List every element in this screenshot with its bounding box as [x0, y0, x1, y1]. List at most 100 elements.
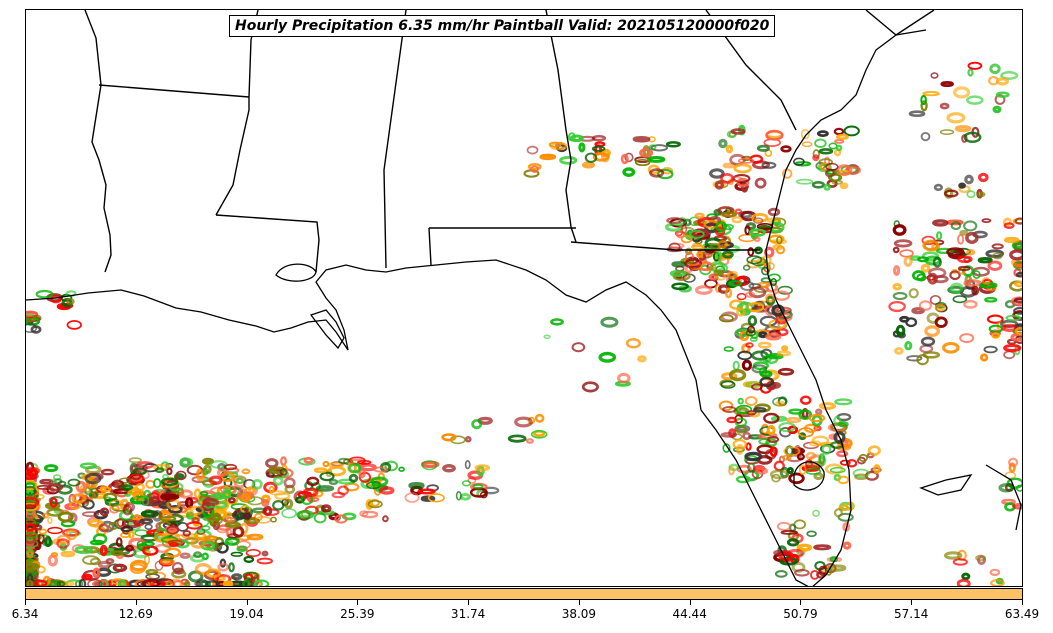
precip-blob: [118, 510, 134, 522]
precip-blob: [735, 426, 748, 434]
mississippi-delta: [309, 309, 345, 350]
precip-blob: [49, 497, 58, 508]
precip-blob: [718, 400, 734, 412]
precip-blob: [320, 504, 332, 513]
precip-blob: [472, 483, 484, 490]
precip-blob: [906, 355, 923, 362]
colorbar-tick: [25, 600, 26, 605]
precip-blob: [963, 279, 983, 288]
precip-blob: [665, 141, 681, 148]
precip-blob: [904, 341, 913, 351]
precip-blob: [1011, 241, 1022, 250]
precip-blob: [989, 63, 1001, 75]
precip-blob: [1013, 307, 1022, 315]
precip-blob: [689, 229, 705, 239]
precip-blob: [812, 154, 820, 162]
precip-blob: [839, 459, 851, 466]
precip-blob: [26, 485, 37, 497]
precip-blob: [950, 221, 962, 231]
precip-blob: [805, 451, 817, 460]
precip-blob: [274, 492, 291, 501]
precip-blob: [47, 554, 58, 567]
precip-blob: [952, 295, 968, 304]
precip-blob: [718, 138, 728, 149]
colorbar-tick: [246, 600, 248, 605]
precip-blob: [777, 367, 795, 376]
precip-blob: [854, 473, 869, 481]
precip-blob: [202, 467, 209, 476]
precip-blob: [715, 221, 728, 233]
precip-blob: [1005, 314, 1022, 322]
precip-blob: [787, 548, 804, 559]
precip-blob: [722, 443, 731, 453]
precip-blob: [196, 528, 206, 535]
precip-blob: [981, 277, 991, 285]
precip-blob: [474, 464, 491, 472]
precip-blob: [190, 537, 207, 549]
precip-blob: [224, 539, 234, 546]
precip-blob: [722, 406, 737, 413]
colorbar-tick: [357, 600, 359, 605]
precip-blob: [977, 172, 989, 183]
precip-blob: [81, 511, 100, 517]
border-al-fl-west: [428, 227, 432, 266]
precip-blob: [103, 496, 113, 504]
precip-blob: [648, 144, 657, 151]
precip-blob: [794, 444, 801, 454]
precip-blob: [776, 521, 791, 531]
precip-blob: [398, 466, 405, 472]
colorbar-tick-label: 38.09: [561, 607, 597, 621]
precip-blob: [767, 435, 780, 443]
precip-blob: [313, 512, 327, 524]
precip-blob: [296, 510, 314, 518]
precip-blob: [581, 381, 599, 393]
precip-blob: [734, 208, 743, 215]
precip-blob: [765, 332, 782, 341]
precip-blob: [753, 217, 764, 224]
precip-blob: [283, 477, 296, 489]
precip-blob: [201, 525, 211, 531]
precip-blob: [810, 569, 820, 580]
precip-blob: [164, 547, 181, 558]
precip-blob: [539, 153, 557, 161]
precip-blob: [272, 476, 284, 486]
precip-blob: [867, 445, 881, 457]
precip-blob: [835, 144, 843, 152]
precip-blob: [338, 457, 350, 465]
precip-blob: [240, 493, 251, 503]
precip-blob: [939, 129, 955, 135]
precip-blob: [121, 484, 134, 491]
precip-blob: [744, 395, 758, 407]
precip-blob: [780, 529, 798, 535]
precip-blob: [26, 479, 38, 491]
precipitation-paintballs: [26, 61, 1022, 586]
precip-blob: [222, 580, 234, 586]
precip-blob: [793, 157, 805, 166]
precip-blob: [36, 484, 52, 490]
border-nc: [865, 10, 935, 36]
precip-blob: [770, 277, 777, 287]
border-la-ms-north: [98, 84, 250, 98]
precip-blob: [1000, 71, 1019, 80]
precip-blob: [992, 252, 1003, 260]
precip-blob: [228, 562, 235, 573]
precip-blob: [370, 476, 389, 487]
precip-blob: [818, 402, 837, 410]
precip-blob: [922, 91, 940, 97]
precip-blob: [526, 145, 539, 155]
precip-blob: [736, 307, 746, 317]
precip-blob: [747, 325, 756, 334]
precip-blob: [812, 149, 820, 159]
precip-blob: [322, 460, 330, 468]
precip-blob: [682, 218, 692, 227]
precip-blob: [348, 473, 359, 483]
precip-blob: [836, 450, 849, 458]
precip-blob: [745, 442, 752, 451]
precip-blob: [963, 220, 978, 232]
precip-blob: [764, 305, 777, 316]
precip-blob: [763, 412, 780, 424]
precip-blob: [771, 473, 781, 483]
precip-blob: [995, 91, 1010, 98]
precip-blob: [121, 526, 131, 535]
precip-blob: [709, 168, 725, 179]
